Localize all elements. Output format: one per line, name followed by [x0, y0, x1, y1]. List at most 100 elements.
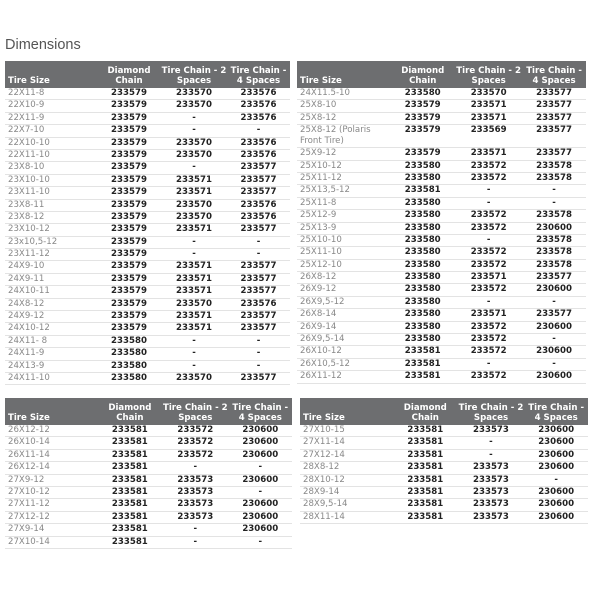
table-row: 25X8-12 (Polaris Front Tire) 233579 233569…: [297, 124, 586, 149]
cell-tire-size: 25X12-10: [297, 259, 391, 273]
header-row: Tire Size Diamond Chain Tire Chain - 2 Spa…: [300, 398, 588, 425]
cell-tire-chain-4-spaces: -: [227, 248, 290, 262]
cell-diamond-chain: 233579: [97, 260, 161, 274]
cell-diamond-chain: 233580: [390, 160, 456, 173]
cell-tire-size: 23X8-11: [5, 199, 97, 212]
table-row: 25X11-12 233580 233572 233578: [297, 172, 586, 186]
cell-tire-chain-4-spaces: 233577: [227, 273, 290, 287]
table-row: 22X7-10 233579- -: [5, 124, 290, 138]
table-row: 23X10-12 233579 233571 233577: [5, 223, 290, 237]
header-tire-chain-2-spaces: Tire Chain - 2 Spaces: [457, 398, 525, 425]
cell-tire-chain-2-spaces: 233570: [161, 372, 227, 386]
cell-tire-chain-4-spaces: -: [227, 236, 290, 250]
table-row: 24X8-12 233579 233570 233576: [5, 298, 290, 312]
table-row: 25X10-10 233580-233578: [297, 234, 586, 248]
cell-tire-chain-4-spaces: -: [522, 197, 586, 211]
cell-diamond-chain: 233579: [390, 112, 456, 126]
table-row: 26X9,5-12 233580- -: [297, 296, 586, 310]
cell-tire-chain-2-spaces: 233572: [455, 209, 523, 223]
cell-diamond-chain: 233581: [97, 523, 163, 537]
cell-tire-size: 27X9-14: [5, 523, 98, 537]
dimensions-table-2: Tire Size Diamond Chain Tire Chain - 2 Spa…: [297, 61, 586, 384]
header-row: Tire Size Diamond Chain Tire Chain - 2 Spa…: [5, 398, 292, 425]
cell-tire-chain-4-spaces: 233578: [522, 172, 586, 186]
cell-tire-chain-4-spaces: 233577: [227, 174, 290, 188]
cell-tire-chain-2-spaces: 233570: [161, 199, 227, 212]
cell-tire-chain-4-spaces: 230600: [228, 523, 292, 537]
cell-tire-chain-2-spaces: -: [161, 124, 227, 138]
cell-tire-size: 27X9-12: [5, 474, 98, 487]
cell-tire-size: 24X9-12: [5, 310, 97, 324]
cell-diamond-chain: 233581: [97, 425, 163, 438]
cell-diamond-chain: 233579: [97, 161, 161, 175]
cell-tire-chain-4-spaces: 233577: [227, 285, 290, 299]
cell-tire-chain-2-spaces: 233571: [161, 186, 227, 200]
cell-tire-chain-4-spaces: 233577: [227, 186, 290, 200]
page-title: Dimensions: [5, 37, 81, 53]
cell-tire-chain-4-spaces: 233578: [522, 234, 586, 248]
cell-tire-size: 28X9-14: [300, 486, 393, 500]
table-row: 24X11-10 233580 233570 233577: [5, 372, 290, 386]
table-row: 26X9-14 233580 233572 230600: [297, 321, 586, 335]
cell-tire-chain-4-spaces: 230600: [522, 283, 586, 297]
cell-diamond-chain: 233579: [97, 174, 161, 188]
cell-tire-chain-4-spaces: 233577: [227, 372, 290, 386]
table-row: 22X11-9 233579-233576: [5, 112, 290, 126]
cell-tire-size: 26X11-12: [297, 370, 391, 384]
cell-tire-size: 22X10-9: [5, 99, 97, 113]
cell-diamond-chain: 233581: [392, 449, 458, 463]
cell-tire-chain-4-spaces: -: [228, 486, 292, 500]
cell-tire-chain-4-spaces: 230600: [524, 461, 588, 475]
table-row: 28X10-12 233581 233573-: [300, 474, 588, 487]
header-diamond-chain: Diamond Chain: [97, 398, 163, 425]
cell-diamond-chain: 233581: [97, 486, 163, 500]
cell-tire-chain-4-spaces: -: [228, 536, 292, 549]
cell-tire-chain-2-spaces: 233572: [455, 246, 523, 260]
cell-tire-size: 27X12-14: [300, 449, 393, 463]
cell-tire-chain-4-spaces: 233576: [227, 149, 290, 163]
table-row: 27X10-15 233581 233573 230600: [300, 425, 588, 438]
cell-tire-chain-4-spaces: 233577: [227, 310, 290, 324]
cell-tire-chain-2-spaces: 233570: [455, 88, 523, 101]
table-row: 28X9-14 233581 233573 230600: [300, 486, 588, 500]
cell-tire-chain-2-spaces: -: [455, 197, 523, 211]
table-row: 25X12-10 233580 233572 233578: [297, 259, 586, 273]
cell-diamond-chain: 233580: [390, 296, 456, 310]
cell-tire-size: 25X13-9: [297, 222, 391, 235]
cell-tire-chain-2-spaces: 233573: [457, 461, 525, 475]
cell-tire-size: 26X9,5-14: [297, 333, 391, 347]
cell-tire-size: 22X11-10: [5, 149, 97, 163]
cell-tire-chain-4-spaces: 233577: [522, 99, 586, 113]
cell-tire-size: 26X10-14: [5, 436, 98, 450]
cell-tire-size: 26X9-14: [297, 321, 391, 335]
cell-tire-chain-2-spaces: -: [162, 461, 229, 475]
cell-tire-chain-2-spaces: -: [161, 236, 227, 250]
cell-tire-chain-2-spaces: 233571: [455, 308, 523, 322]
cell-diamond-chain: 233579: [97, 199, 161, 212]
cell-tire-size: 27X10-14: [5, 536, 98, 549]
cell-tire-size: 22X10-10: [5, 137, 97, 150]
cell-diamond-chain: 233579: [97, 223, 161, 237]
cell-tire-chain-2-spaces: -: [457, 449, 525, 463]
cell-tire-size: 24X10-11: [5, 285, 97, 299]
cell-tire-chain-2-spaces: 233573: [162, 498, 229, 512]
header-diamond-chain: Diamond Chain: [97, 61, 161, 88]
cell-tire-size: 24X11- 8: [5, 335, 97, 349]
cell-diamond-chain: 233580: [390, 271, 456, 285]
cell-tire-size: 23x10,5-12: [5, 236, 97, 250]
table-row: 25X13,5-12 233581- -: [297, 184, 586, 198]
cell-tire-chain-2-spaces: 233573: [162, 486, 229, 500]
cell-tire-size: 28X10-12: [300, 474, 393, 487]
cell-tire-size: 24X11.5-10: [297, 88, 391, 101]
cell-tire-chain-4-spaces: 230600: [524, 425, 588, 438]
table-row: 27X10-12 233581 233573-: [5, 486, 292, 500]
cell-tire-chain-2-spaces: 233571: [161, 223, 227, 237]
cell-tire-chain-2-spaces: -: [161, 347, 227, 361]
table-row: 22X11-10 233579 233570 233576: [5, 149, 290, 163]
cell-diamond-chain: 233579: [97, 310, 161, 324]
cell-diamond-chain: 233581: [392, 511, 458, 525]
table-row: 25X11-8 233580- -: [297, 197, 586, 211]
cell-tire-chain-4-spaces: 230600: [228, 498, 292, 512]
cell-tire-size: 26X8-14: [297, 308, 391, 322]
cell-tire-size: 24X10-12: [5, 322, 97, 336]
